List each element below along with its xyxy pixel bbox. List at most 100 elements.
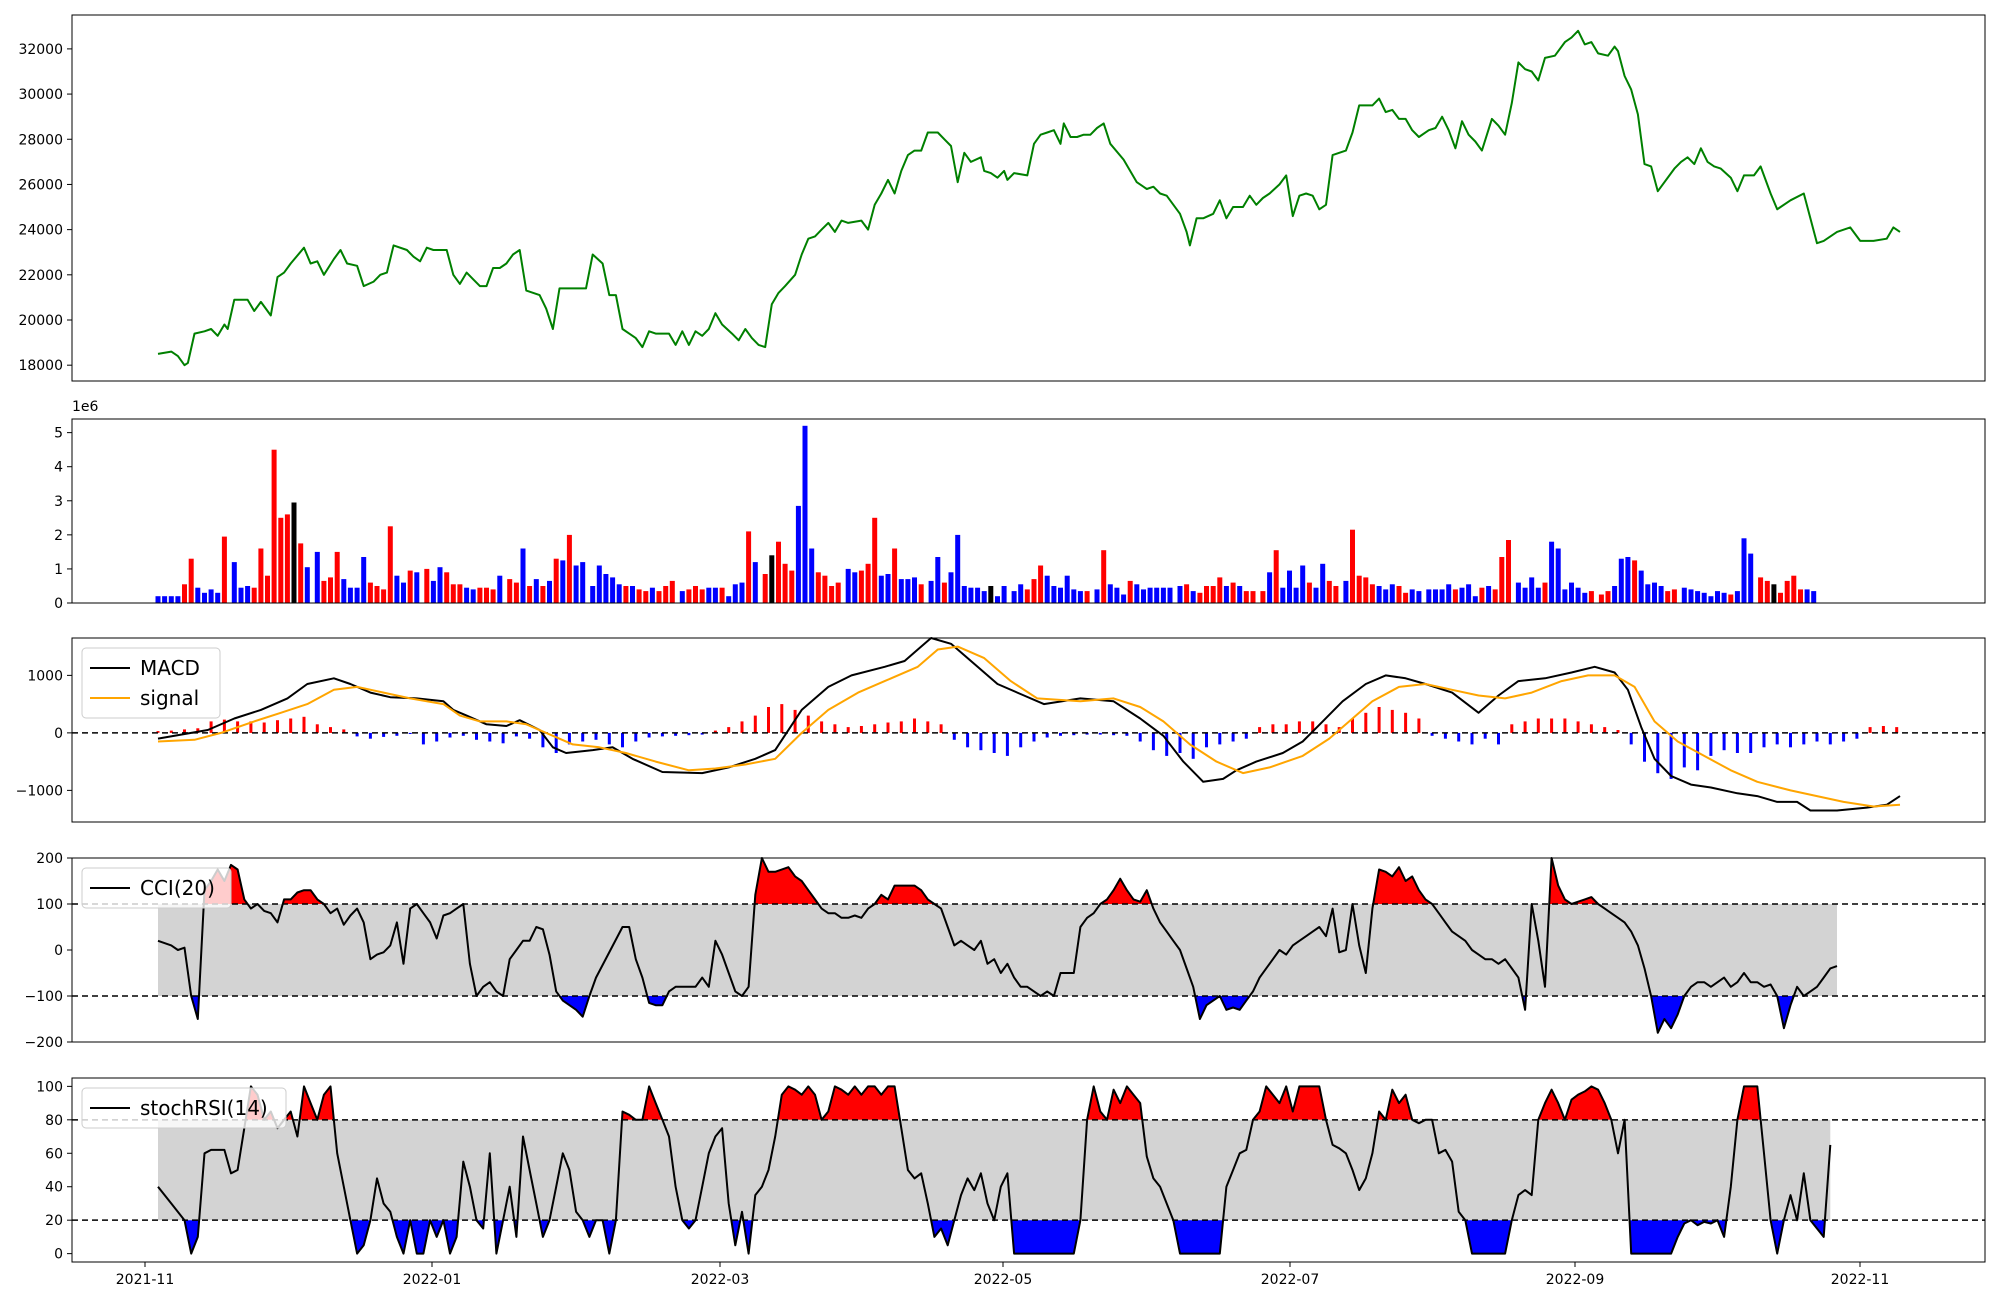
volume-bar <box>414 572 420 603</box>
volume-bar <box>265 575 270 603</box>
macd-histogram-bar <box>674 732 678 736</box>
volume-bar <box>1071 589 1077 603</box>
volume-bar <box>1031 579 1037 603</box>
macd-histogram-bar <box>1749 732 1753 753</box>
volume-bar <box>1671 589 1677 603</box>
cci-overbought-fill <box>1373 867 1433 904</box>
volume-bar <box>1018 584 1024 603</box>
volume-bar <box>1001 586 1007 603</box>
volume-bar <box>732 584 738 603</box>
volume-bar <box>968 587 974 603</box>
macd-histogram-bar <box>1271 724 1275 733</box>
volume-bar <box>457 584 463 603</box>
macd-histogram-bar <box>1497 732 1500 745</box>
volume-bar <box>1658 586 1664 603</box>
cci-neutral-band <box>158 904 1837 996</box>
volume-bar <box>321 580 327 603</box>
macd-histogram-bar <box>302 716 306 733</box>
volume-bar <box>1141 589 1146 603</box>
volume-bar <box>776 541 781 603</box>
volume-bar <box>484 587 489 603</box>
volume-bar <box>1177 586 1183 603</box>
volume-bar <box>699 589 705 603</box>
volume-bar <box>1356 575 1362 603</box>
macd-histogram-bar <box>1404 712 1408 733</box>
volume-bar <box>789 570 795 603</box>
volume-bar <box>1499 557 1505 603</box>
volume-bar <box>610 577 616 603</box>
macd-histogram-bar <box>1895 727 1899 733</box>
macd-histogram-bar <box>435 732 439 742</box>
volume-bar <box>1287 570 1292 603</box>
volume-bar <box>1320 563 1326 603</box>
macd-histogram-bar <box>1881 726 1885 733</box>
macd-histogram-bar <box>806 715 810 733</box>
volume-bar <box>822 575 828 603</box>
stochrsi-overbought-fill <box>1377 1089 1413 1120</box>
volume-bar <box>291 502 297 603</box>
volume-bar <box>208 589 214 603</box>
volume-bar <box>686 589 692 603</box>
macd-legend-label: MACD <box>140 656 200 680</box>
macd-legend-label: signal <box>140 686 199 710</box>
volume-bar <box>1426 589 1432 603</box>
x-tick-label: 2022-09 <box>1546 1272 1605 1288</box>
macd-histogram-bar <box>1218 732 1222 745</box>
macd-histogram-bar <box>1483 732 1487 739</box>
macd-histogram-bar <box>727 727 731 733</box>
macd-histogram-bar <box>1138 732 1142 742</box>
volume-bar <box>1084 591 1090 603</box>
macd-histogram-bar <box>249 721 253 733</box>
macd-histogram-bar <box>1550 718 1554 733</box>
volume-bar <box>892 548 898 603</box>
macd-histogram-bar <box>859 726 863 733</box>
x-tick-label: 2021-11 <box>116 1272 175 1288</box>
volume-bar <box>1160 587 1166 603</box>
volume-bar <box>762 574 768 603</box>
macd-histogram-bar <box>222 719 226 733</box>
y-tick-label: 20 <box>45 1213 63 1229</box>
volume-bar <box>1197 592 1203 603</box>
volume-bar <box>221 536 227 603</box>
stochrsi-overbought-fill <box>1253 1086 1326 1120</box>
cci-series-line <box>157 857 1838 1034</box>
volume-bar <box>1479 587 1485 603</box>
volume-bar <box>739 582 745 603</box>
volume-bar <box>374 586 380 603</box>
volume-bar <box>1363 577 1369 603</box>
macd-histogram-bar <box>342 729 346 733</box>
volume-bar <box>802 425 808 603</box>
volume-bar <box>1582 592 1588 603</box>
volume-bar <box>464 587 470 603</box>
macd-histogram-bar <box>1284 724 1288 733</box>
volume-bar <box>1343 580 1349 603</box>
volume-bar <box>394 575 400 603</box>
macd-histogram-bar <box>1231 732 1235 742</box>
volume-bar <box>1154 587 1160 603</box>
volume-bar <box>361 557 367 603</box>
stochrsi-oversold-fill <box>1173 1220 1224 1254</box>
y-tick-label: 2 <box>54 528 63 544</box>
volume-bar <box>782 563 788 603</box>
macd-histogram-bar <box>607 732 611 745</box>
volume-bar <box>1250 591 1256 603</box>
macd-histogram-bar <box>687 732 691 736</box>
y-tick-label: 3 <box>54 494 63 510</box>
macd-histogram-bar <box>1709 732 1713 756</box>
volume-bar <box>1389 584 1395 603</box>
stochrsi-oversold-fill <box>350 1220 371 1254</box>
macd-histogram-bar <box>382 732 386 737</box>
volume-bar <box>948 572 954 603</box>
volume-bar <box>726 596 732 603</box>
volume-bar <box>590 586 596 603</box>
volume-bar <box>1167 587 1173 603</box>
volume-bar <box>1688 589 1694 603</box>
volume-bar <box>424 568 430 603</box>
volume-bar <box>566 534 572 603</box>
macd-histogram-bar <box>833 724 837 733</box>
volume-bar <box>1721 592 1727 603</box>
y-tick-label: 1 <box>54 562 63 578</box>
macd-histogram-bar <box>846 727 850 733</box>
volume-bar <box>1452 589 1458 603</box>
volume-axis-offset-label: 1e6 <box>72 399 99 415</box>
